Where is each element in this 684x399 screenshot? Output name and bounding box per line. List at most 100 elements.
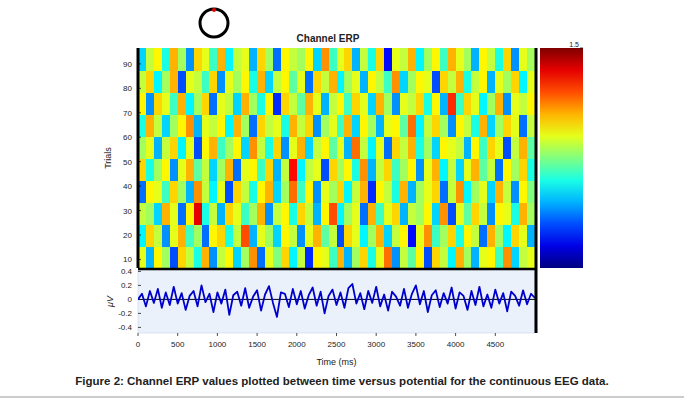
heatmap-cell xyxy=(289,136,298,159)
heatmap-cell xyxy=(154,92,163,115)
heatmap-cell xyxy=(321,48,330,71)
heatmap-cell xyxy=(424,114,433,137)
heatmap-cell xyxy=(471,70,480,93)
heatmap-cell xyxy=(440,202,449,225)
heatmap-cell xyxy=(400,92,409,115)
heatmap-cell xyxy=(305,158,314,181)
heatmap-cell xyxy=(479,70,488,93)
heatmap-cell xyxy=(178,224,187,247)
heatmap-cell xyxy=(384,224,393,247)
heatmap-cell xyxy=(424,246,433,268)
heatmap-cell xyxy=(448,136,457,159)
heatmap-cell xyxy=(400,158,409,181)
heatmap-cell xyxy=(392,202,401,225)
heatmap-cell xyxy=(519,114,528,137)
heatmap-cell xyxy=(416,246,425,268)
heatmap-cell xyxy=(503,70,512,93)
heatmap-cell xyxy=(209,158,218,181)
heatmap-cell xyxy=(281,136,290,159)
heatmap-cell xyxy=(321,202,330,225)
heatmap-cell xyxy=(511,114,520,137)
heatmap-cell xyxy=(495,224,504,247)
heatmap-cell xyxy=(519,246,528,268)
heatmap-cell xyxy=(225,180,234,203)
heatmap-cell xyxy=(233,92,242,115)
heatmap-cell xyxy=(471,202,480,225)
heatmap-cell xyxy=(456,70,465,93)
heatmap-cell xyxy=(186,114,195,137)
heatmap-cell xyxy=(416,92,425,115)
heatmap-cell xyxy=(329,114,338,137)
heatmap-cell xyxy=(479,114,488,137)
heatmap-cell xyxy=(281,180,290,203)
heatmap-cell xyxy=(503,92,512,115)
heatmap-cell xyxy=(479,224,488,247)
heatmap-cell xyxy=(217,202,226,225)
heatmap-cell xyxy=(432,136,441,159)
heatmap-cell xyxy=(313,114,322,137)
heatmap-cell xyxy=(479,92,488,115)
heatmap-cell xyxy=(329,70,338,93)
heatmap-cell xyxy=(479,180,488,203)
heatmap-cell xyxy=(495,136,504,159)
heatmap-cell xyxy=(384,180,393,203)
heatmap-cell xyxy=(416,180,425,203)
heatmap-cell xyxy=(376,158,385,181)
heatmap-cell xyxy=(368,158,377,181)
colorbar-tick xyxy=(580,48,583,49)
heatmap-cell xyxy=(202,70,211,93)
heatmap-cell xyxy=(265,202,274,225)
heatmap-cell xyxy=(368,70,377,93)
heatmap-cell xyxy=(487,92,496,115)
heatmap-cell xyxy=(281,114,290,137)
heatmap-cell xyxy=(408,92,417,115)
heatmap-cell xyxy=(392,114,401,137)
heatmap-cell xyxy=(408,114,417,137)
heatmap-cell xyxy=(297,48,306,71)
heatmap-cell xyxy=(376,180,385,203)
heatmap-cell xyxy=(162,180,171,203)
heatmap-cell xyxy=(265,70,274,93)
heatmap-cell xyxy=(495,158,504,181)
x-tick-label: 4500 xyxy=(486,340,504,349)
heatmap-cell xyxy=(209,114,218,137)
heatmap-cell xyxy=(440,136,449,159)
heatmap-cell xyxy=(416,114,425,137)
heatmap-cell xyxy=(305,92,314,115)
heatmap-cell xyxy=(392,136,401,159)
heatmap-cell xyxy=(265,114,274,137)
heatmap-cell xyxy=(289,158,298,181)
x-tick-label: 3500 xyxy=(407,340,425,349)
heatmap-cell xyxy=(225,136,234,159)
heatmap-cell xyxy=(464,136,473,159)
heatmap-cell xyxy=(384,202,393,225)
heatmap-cell xyxy=(352,246,361,268)
heatmap-cell xyxy=(456,246,465,268)
heatmap-cell xyxy=(384,48,393,71)
heatmap-cell xyxy=(273,48,282,71)
chart-title: Channel ERP xyxy=(297,33,360,44)
heatmap-cell xyxy=(416,70,425,93)
heatmap-cell xyxy=(209,92,218,115)
heatmap-cell xyxy=(416,158,425,181)
heatmap-cell xyxy=(178,114,187,137)
heatmap-cell xyxy=(456,202,465,225)
heatmap-cell xyxy=(217,136,226,159)
heatmap-cell xyxy=(178,48,187,71)
heatmap-cell xyxy=(257,246,266,268)
heatmap-cell xyxy=(289,114,298,137)
heatmap-cell xyxy=(289,246,298,268)
heatmap-cell xyxy=(432,114,441,137)
heatmap-cell xyxy=(321,114,330,137)
background xyxy=(0,0,684,399)
heatmap-cell xyxy=(376,224,385,247)
heatmap-cell xyxy=(337,158,346,181)
y-tick-label: 30 xyxy=(123,207,132,216)
heatmap-cell xyxy=(360,70,369,93)
heatmap-cell xyxy=(448,92,457,115)
heatmap-cell xyxy=(233,224,242,247)
heatmap-cell xyxy=(344,224,353,247)
heatmap-cell xyxy=(424,70,433,93)
y-tick-label: 0 xyxy=(128,295,133,304)
x-tick xyxy=(138,333,139,336)
